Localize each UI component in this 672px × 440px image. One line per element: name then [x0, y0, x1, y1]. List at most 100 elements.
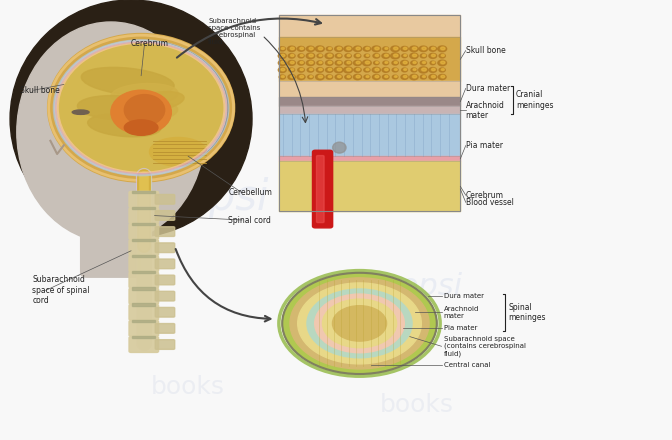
FancyBboxPatch shape [132, 191, 155, 193]
Circle shape [394, 76, 397, 77]
Circle shape [422, 75, 426, 78]
Ellipse shape [290, 278, 429, 369]
Circle shape [413, 76, 416, 77]
Circle shape [335, 67, 343, 73]
Circle shape [329, 62, 331, 63]
Circle shape [441, 68, 445, 71]
Circle shape [401, 60, 409, 66]
Circle shape [420, 75, 427, 79]
Circle shape [401, 53, 409, 59]
Circle shape [385, 62, 388, 63]
Circle shape [307, 47, 314, 51]
Circle shape [353, 60, 362, 66]
Circle shape [347, 75, 351, 78]
Circle shape [353, 46, 362, 51]
FancyBboxPatch shape [155, 275, 175, 285]
Circle shape [438, 74, 446, 80]
Circle shape [297, 60, 305, 66]
FancyBboxPatch shape [317, 155, 324, 223]
Circle shape [309, 68, 313, 71]
Circle shape [413, 54, 417, 57]
FancyBboxPatch shape [155, 211, 175, 220]
Circle shape [394, 55, 397, 56]
Circle shape [356, 54, 360, 57]
FancyBboxPatch shape [132, 255, 155, 257]
Circle shape [356, 75, 360, 78]
Circle shape [328, 47, 332, 50]
Circle shape [300, 75, 304, 78]
FancyBboxPatch shape [129, 304, 159, 320]
Circle shape [382, 68, 389, 72]
Circle shape [290, 47, 294, 50]
FancyBboxPatch shape [155, 227, 175, 236]
Circle shape [409, 53, 419, 59]
Circle shape [402, 47, 407, 51]
Circle shape [288, 67, 296, 73]
Bar [279, 81, 460, 97]
FancyBboxPatch shape [155, 308, 175, 317]
FancyBboxPatch shape [155, 323, 175, 333]
Circle shape [317, 54, 323, 58]
Circle shape [429, 61, 436, 65]
FancyBboxPatch shape [155, 340, 175, 349]
Text: Synopsi: Synopsi [343, 271, 463, 301]
Text: Dura mater: Dura mater [444, 293, 484, 299]
Circle shape [431, 75, 435, 78]
Circle shape [392, 61, 398, 65]
Circle shape [390, 67, 400, 73]
Circle shape [328, 75, 332, 78]
Circle shape [319, 61, 323, 64]
Circle shape [431, 68, 435, 71]
Text: Central canal: Central canal [444, 362, 490, 368]
Circle shape [382, 74, 390, 80]
Circle shape [422, 47, 426, 50]
Circle shape [364, 47, 370, 51]
Circle shape [430, 47, 435, 51]
FancyBboxPatch shape [129, 224, 159, 239]
Circle shape [290, 68, 294, 71]
Circle shape [347, 61, 351, 64]
Circle shape [308, 75, 313, 79]
Circle shape [429, 67, 437, 73]
FancyBboxPatch shape [129, 240, 159, 256]
Circle shape [441, 61, 445, 64]
Ellipse shape [55, 40, 227, 175]
Circle shape [315, 46, 325, 52]
Ellipse shape [124, 95, 165, 125]
Ellipse shape [44, 139, 165, 235]
Circle shape [353, 53, 362, 59]
Circle shape [431, 54, 435, 57]
Circle shape [347, 68, 351, 71]
Circle shape [420, 61, 427, 65]
Ellipse shape [72, 110, 89, 114]
FancyBboxPatch shape [155, 259, 175, 269]
Circle shape [281, 75, 285, 78]
Text: Subarachnoid
space of spinal
cord: Subarachnoid space of spinal cord [32, 275, 90, 305]
FancyBboxPatch shape [129, 320, 159, 336]
Ellipse shape [323, 299, 396, 348]
Circle shape [306, 67, 314, 73]
Circle shape [309, 47, 313, 50]
Text: books: books [380, 393, 454, 417]
Circle shape [432, 48, 435, 49]
Ellipse shape [118, 102, 177, 122]
FancyBboxPatch shape [155, 194, 175, 204]
Circle shape [392, 75, 398, 79]
Bar [279, 156, 460, 161]
Circle shape [325, 67, 334, 73]
Circle shape [411, 47, 417, 51]
FancyBboxPatch shape [155, 291, 175, 301]
Circle shape [345, 68, 351, 72]
Circle shape [392, 54, 398, 58]
Text: Cranial
meninges: Cranial meninges [516, 90, 554, 110]
Text: books: books [151, 375, 225, 399]
Circle shape [385, 55, 388, 56]
Circle shape [441, 47, 445, 50]
Text: Synopsi: Synopsi [107, 177, 269, 219]
Ellipse shape [10, 0, 252, 238]
Ellipse shape [17, 22, 205, 242]
Bar [279, 114, 460, 156]
Circle shape [375, 75, 379, 78]
Circle shape [372, 74, 381, 80]
Circle shape [353, 74, 362, 80]
